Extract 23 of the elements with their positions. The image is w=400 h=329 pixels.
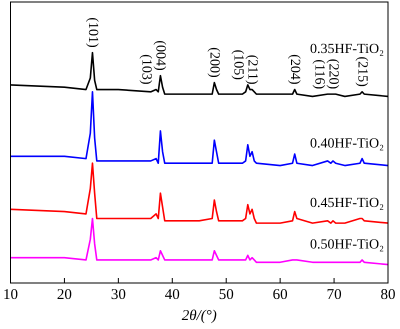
x-tick-label: 10 bbox=[3, 286, 18, 303]
annotation: (215) bbox=[354, 56, 370, 88]
series-label: 0.40HF-TiO₂ bbox=[310, 136, 384, 152]
x-tick-label: 70 bbox=[326, 286, 342, 303]
x-tick-label: 30 bbox=[110, 286, 126, 303]
series-label: 0.45HF-TiO₂ bbox=[310, 196, 384, 212]
annotation: (211) bbox=[244, 54, 260, 85]
x-tick-label: 80 bbox=[380, 286, 396, 303]
annotation: (200) bbox=[206, 47, 222, 78]
series-label: 0.50HF-TiO₂ bbox=[310, 238, 384, 253]
annotation: (204) bbox=[287, 54, 302, 85]
annotation: (101) bbox=[84, 17, 100, 48]
annotation: (103) bbox=[138, 54, 154, 85]
x-tick-label: 40 bbox=[164, 286, 180, 303]
x-tick-label: 60 bbox=[272, 286, 288, 303]
text: 0.35HF-TiO₂ bbox=[310, 42, 384, 57]
x-axis-title: 2θ/(°) bbox=[182, 308, 217, 324]
annotation: (105) bbox=[230, 50, 246, 80]
annotation: (220) bbox=[325, 58, 340, 90]
annotation: (004) bbox=[152, 40, 168, 72]
x-tick-label: 50 bbox=[218, 286, 234, 303]
annotation: (116) bbox=[311, 59, 326, 90]
x-tick-label: 20 bbox=[56, 286, 72, 303]
